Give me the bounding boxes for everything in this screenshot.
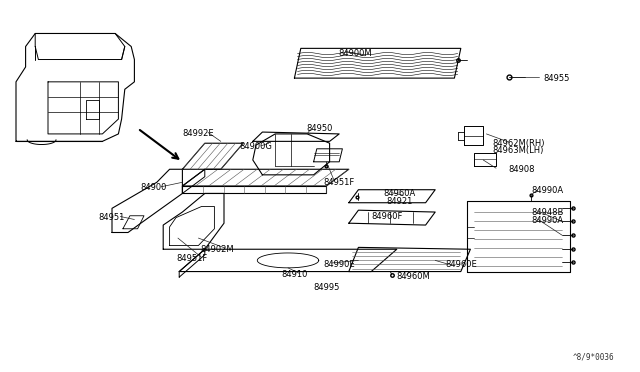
Text: 84963M(LH): 84963M(LH) [493, 146, 544, 155]
Text: 84948B: 84948B [531, 208, 563, 217]
Text: 84990E: 84990E [323, 260, 355, 269]
Text: 84995: 84995 [313, 283, 340, 292]
Text: 84990A: 84990A [531, 186, 563, 195]
Text: 84900: 84900 [140, 183, 167, 192]
Text: 84960A: 84960A [384, 189, 416, 198]
Text: 84960M: 84960M [396, 272, 429, 281]
Text: 84960E: 84960E [445, 260, 477, 269]
Text: 84962M(RH): 84962M(RH) [492, 139, 545, 148]
Text: 84951: 84951 [99, 213, 125, 222]
Text: 84900M: 84900M [339, 49, 372, 58]
Text: 84950: 84950 [307, 124, 333, 133]
Text: 84990A: 84990A [531, 216, 563, 225]
Text: ^8/9*0036: ^8/9*0036 [573, 353, 614, 362]
Text: 84951F: 84951F [177, 254, 207, 263]
Text: 84955: 84955 [543, 74, 570, 83]
Text: 84900G: 84900G [239, 142, 273, 151]
Text: 84992E: 84992E [182, 129, 214, 138]
Text: 84902M: 84902M [201, 245, 234, 254]
Text: 84908: 84908 [508, 165, 535, 174]
Text: 84951F: 84951F [324, 178, 355, 187]
Text: 84921: 84921 [387, 197, 413, 206]
Text: 84910: 84910 [281, 270, 308, 279]
Text: 84960F: 84960F [371, 212, 403, 221]
